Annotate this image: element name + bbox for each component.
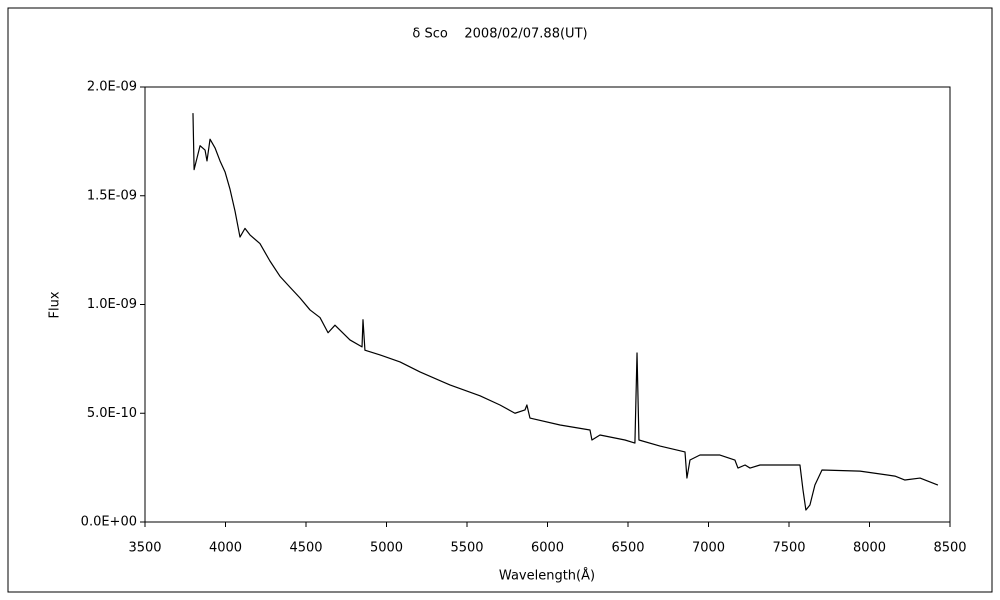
x-tick-label: 7500 — [772, 541, 805, 556]
x-tick-label: 4000 — [209, 541, 242, 556]
x-tick-label: 4500 — [289, 541, 322, 556]
x-tick-label: 7000 — [692, 541, 725, 556]
y-axis-label: Flux — [48, 291, 63, 318]
x-tick-label: 5500 — [450, 541, 483, 556]
plot-area — [144, 86, 951, 523]
y-tick-label: 1.5E-09 — [87, 188, 137, 203]
chart-title: δ Sco 2008/02/07.88(UT) — [412, 27, 587, 42]
x-tick-label: 8500 — [933, 541, 966, 556]
x-tick-label: 3500 — [128, 541, 161, 556]
x-tick-label: 6000 — [531, 541, 564, 556]
x-axis-label: Wavelength(Å) — [499, 568, 595, 584]
spectrum-line — [192, 113, 939, 511]
x-tick-label: 6500 — [611, 541, 644, 556]
x-tick-label: 8000 — [853, 541, 886, 556]
y-tick-label: 1.0E-09 — [87, 297, 137, 312]
x-tick-label: 5000 — [370, 541, 403, 556]
y-tick-label: 2.0E-09 — [87, 80, 137, 95]
y-tick-label: 0.0E+00 — [81, 515, 137, 530]
y-tick-label: 5.0E-10 — [87, 406, 137, 421]
